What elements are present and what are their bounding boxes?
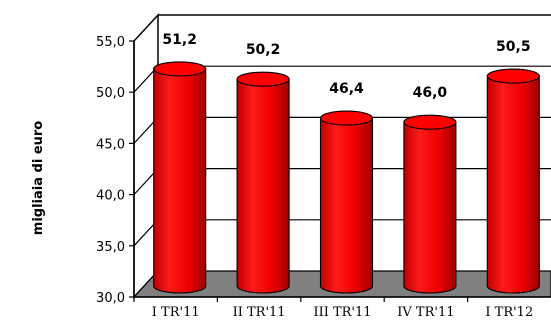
y-tick-label: 55,0 <box>96 35 125 50</box>
bar-top <box>153 61 207 77</box>
bar-body <box>236 78 290 294</box>
bar <box>153 61 207 294</box>
bar <box>236 71 290 294</box>
bar-body <box>403 121 457 294</box>
bar-body <box>153 68 207 294</box>
bar-top <box>236 71 290 87</box>
y-tick-label: 50,0 <box>96 86 125 101</box>
x-tick-label: III TR'11 <box>313 305 371 320</box>
bar-top <box>486 68 540 84</box>
data-label: 50,5 <box>496 39 531 55</box>
bar-top <box>403 114 457 130</box>
y-tick-label: 40,0 <box>96 189 125 204</box>
bars <box>153 61 540 294</box>
bar-top <box>319 110 374 126</box>
x-tick-label: I TR'11 <box>152 305 200 320</box>
bar <box>319 110 374 294</box>
bar-body <box>319 117 374 294</box>
data-label: 50,2 <box>246 42 281 58</box>
data-label: 46,4 <box>329 81 364 97</box>
x-axis-categories: I TR'11 II TR'11 III TR'11 IV TR'11 I TR'12 <box>133 297 533 320</box>
x-tick-label: IV TR'11 <box>397 305 454 320</box>
y-tick-label: 30,0 <box>96 291 125 306</box>
data-label: 46,0 <box>413 85 448 101</box>
y-axis-ticks: 30,0 35,0 40,0 45,0 50,0 55,0 <box>96 35 134 306</box>
y-tick-label: 45,0 <box>96 137 125 152</box>
x-tick-label: II TR'11 <box>233 305 286 320</box>
data-label: 51,2 <box>162 32 197 48</box>
data-labels: 51,2 50,2 46,4 46,0 50,5 <box>162 32 530 101</box>
bar <box>403 114 457 294</box>
y-tick-label: 35,0 <box>96 240 125 255</box>
bar <box>486 68 540 294</box>
bar-body <box>486 75 540 294</box>
y-axis-label: migliaia di euro <box>31 121 46 236</box>
x-tick-label: I TR'12 <box>485 305 533 320</box>
